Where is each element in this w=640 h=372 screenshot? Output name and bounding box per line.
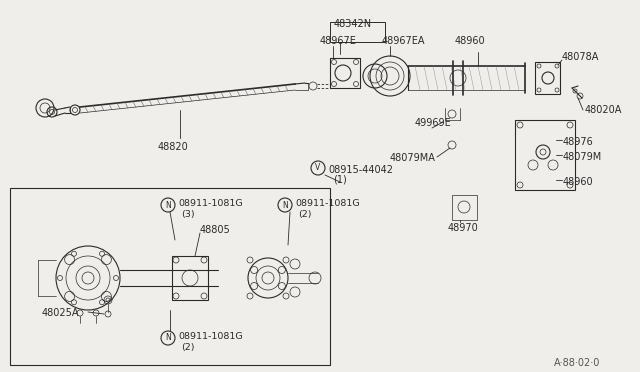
Bar	[10, 188, 330, 365]
Text: 48820: 48820	[158, 142, 189, 152]
Bar	[515, 120, 575, 190]
Text: 08911-1081G: 08911-1081G	[178, 332, 243, 341]
Text: (1): (1)	[333, 174, 347, 184]
Text: 48079M: 48079M	[563, 152, 602, 162]
Text: N: N	[165, 334, 171, 343]
Text: 08915-44042: 08915-44042	[328, 165, 393, 175]
Bar	[535, 62, 560, 94]
Text: 48078A: 48078A	[562, 52, 600, 62]
Bar	[330, 58, 360, 88]
Bar	[330, 22, 385, 42]
Text: A·88·02·0: A·88·02·0	[554, 358, 600, 368]
Text: 48960: 48960	[455, 36, 486, 46]
Text: (2): (2)	[181, 343, 195, 352]
Bar	[172, 256, 208, 300]
Text: 48970: 48970	[448, 223, 479, 233]
Text: 48805: 48805	[200, 225, 231, 235]
Bar	[452, 195, 477, 220]
Text: 48976: 48976	[563, 137, 594, 147]
Text: (2): (2)	[298, 210, 312, 219]
Text: 48960: 48960	[563, 177, 594, 187]
Text: 48342N: 48342N	[334, 19, 372, 29]
Text: N: N	[165, 201, 171, 209]
Text: 48967E: 48967E	[320, 36, 357, 46]
Text: V: V	[316, 164, 321, 173]
Text: 48079MA: 48079MA	[390, 153, 436, 163]
Text: 49969E: 49969E	[415, 118, 452, 128]
Text: 48967EA: 48967EA	[382, 36, 426, 46]
Text: 08911-1081G: 08911-1081G	[295, 199, 360, 208]
Text: 48025A: 48025A	[42, 308, 79, 318]
Text: (3): (3)	[181, 210, 195, 219]
Text: N: N	[282, 201, 288, 209]
Text: 48020A: 48020A	[585, 105, 622, 115]
Text: 08911-1081G: 08911-1081G	[178, 199, 243, 208]
